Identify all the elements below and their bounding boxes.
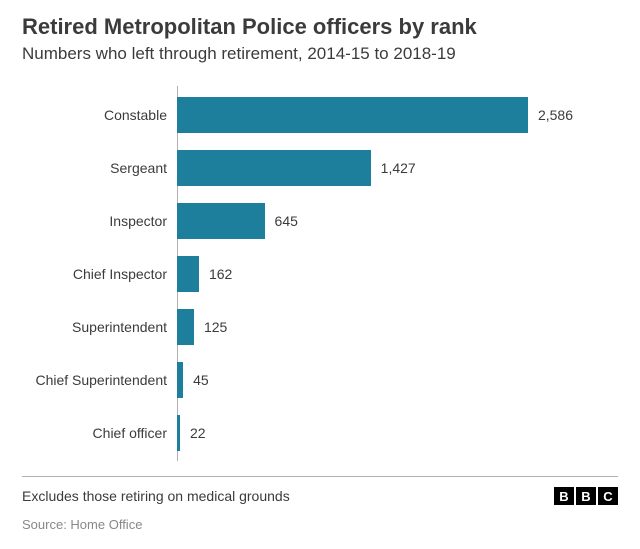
- value-label: 22: [190, 425, 206, 441]
- bar-row: Sergeant 1,427: [22, 145, 618, 191]
- divider: [22, 476, 618, 477]
- bar: [177, 203, 265, 239]
- bar-area: 45: [177, 357, 618, 403]
- bar: [177, 362, 183, 398]
- bar-area: 645: [177, 198, 618, 244]
- value-label: 1,427: [381, 160, 416, 176]
- bbc-logo-letter: C: [598, 487, 618, 505]
- bar-row: Inspector 645: [22, 198, 618, 244]
- chart-subtitle: Numbers who left through retirement, 201…: [22, 44, 618, 64]
- bbc-logo-letter: B: [554, 487, 574, 505]
- category-label: Superintendent: [22, 319, 177, 335]
- value-label: 45: [193, 372, 209, 388]
- value-label: 645: [275, 213, 298, 229]
- bar-area: 125: [177, 304, 618, 350]
- bar-chart: Constable 2,586 Sergeant 1,427 Inspector 645 C…: [22, 92, 618, 456]
- category-label: Sergeant: [22, 160, 177, 176]
- value-label: 2,586: [538, 107, 573, 123]
- bbc-logo-letter: B: [576, 487, 596, 505]
- bbc-logo-icon: BBC: [554, 487, 618, 505]
- bar-area: 162: [177, 251, 618, 297]
- value-label: 125: [204, 319, 227, 335]
- bar-row: Chief Inspector 162: [22, 251, 618, 297]
- source-line: Source: Home Office: [22, 517, 618, 532]
- bar: [177, 97, 528, 133]
- chart-title: Retired Metropolitan Police officers by …: [22, 14, 618, 40]
- bar: [177, 309, 194, 345]
- category-label: Constable: [22, 107, 177, 123]
- bar: [177, 415, 180, 451]
- bar-row: Chief Superintendent 45: [22, 357, 618, 403]
- category-label: Chief Superintendent: [22, 372, 177, 388]
- footnote: Excludes those retiring on medical groun…: [22, 488, 290, 504]
- bar-row: Chief officer 22: [22, 410, 618, 456]
- bar-area: 22: [177, 410, 618, 456]
- bar-row: Constable 2,586: [22, 92, 618, 138]
- chart-container: Retired Metropolitan Police officers by …: [0, 0, 640, 549]
- category-label: Chief officer: [22, 425, 177, 441]
- category-label: Inspector: [22, 213, 177, 229]
- value-label: 162: [209, 266, 232, 282]
- bar: [177, 150, 371, 186]
- bar-row: Superintendent 125: [22, 304, 618, 350]
- category-label: Chief Inspector: [22, 266, 177, 282]
- bar-area: 2,586: [177, 92, 618, 138]
- bar-area: 1,427: [177, 145, 618, 191]
- bar: [177, 256, 199, 292]
- footer-row: Excludes those retiring on medical groun…: [22, 487, 618, 505]
